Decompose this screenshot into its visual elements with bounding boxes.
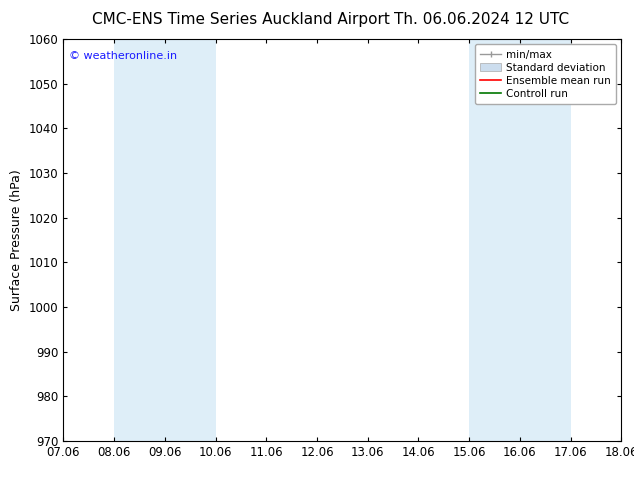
Bar — [114, 39, 216, 441]
Y-axis label: Surface Pressure (hPa): Surface Pressure (hPa) — [10, 169, 23, 311]
Text: CMC-ENS Time Series Auckland Airport: CMC-ENS Time Series Auckland Airport — [92, 12, 390, 27]
Bar — [469, 39, 571, 441]
Legend: min/max, Standard deviation, Ensemble mean run, Controll run: min/max, Standard deviation, Ensemble me… — [475, 45, 616, 104]
Bar — [621, 39, 634, 441]
Text: Th. 06.06.2024 12 UTC: Th. 06.06.2024 12 UTC — [394, 12, 569, 27]
Text: © weatheronline.in: © weatheronline.in — [69, 51, 177, 61]
